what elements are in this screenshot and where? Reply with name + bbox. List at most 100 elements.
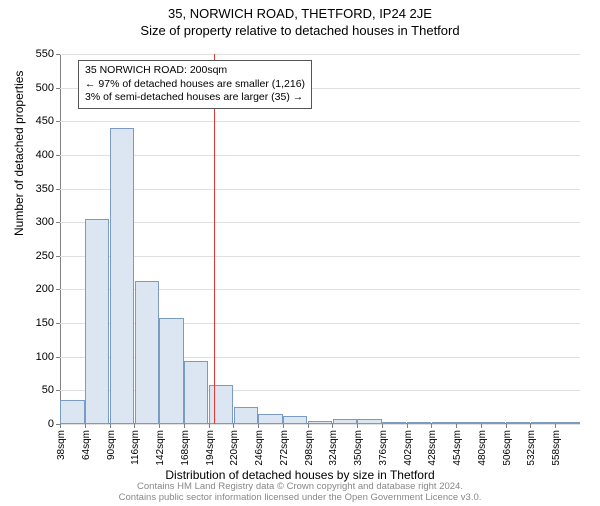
bar bbox=[85, 219, 109, 424]
xtick-label: 402sqm bbox=[403, 430, 414, 466]
xtick-label: 454sqm bbox=[452, 430, 463, 466]
bar bbox=[382, 422, 406, 424]
xtick-mark bbox=[357, 424, 358, 428]
xtick-mark bbox=[382, 424, 383, 428]
ytick-mark bbox=[56, 323, 60, 324]
ytick-mark bbox=[56, 121, 60, 122]
gridline bbox=[60, 121, 580, 122]
xtick-label: 220sqm bbox=[229, 430, 240, 466]
ytick-label: 400 bbox=[36, 149, 54, 161]
bar bbox=[432, 422, 456, 424]
ytick-label: 50 bbox=[42, 384, 54, 396]
annotation-line2: ← 97% of detached houses are smaller (1,… bbox=[85, 78, 305, 92]
xtick-mark bbox=[481, 424, 482, 428]
ytick-label: 550 bbox=[36, 48, 54, 60]
xtick-mark bbox=[283, 424, 284, 428]
xtick-mark bbox=[555, 424, 556, 428]
xtick-label: 506sqm bbox=[502, 430, 513, 466]
xtick-mark bbox=[530, 424, 531, 428]
xtick-label: 272sqm bbox=[279, 430, 290, 466]
xtick-mark bbox=[134, 424, 135, 428]
bar bbox=[110, 128, 134, 424]
bar bbox=[283, 416, 307, 424]
ytick-label: 500 bbox=[36, 82, 54, 94]
bar bbox=[531, 422, 555, 424]
ytick-mark bbox=[56, 256, 60, 257]
ytick-mark bbox=[56, 390, 60, 391]
ytick-mark bbox=[56, 222, 60, 223]
ytick-mark bbox=[56, 289, 60, 290]
xtick-label: 376sqm bbox=[378, 430, 389, 466]
bar bbox=[60, 400, 84, 424]
ytick-label: 200 bbox=[36, 283, 54, 295]
property-marker-line bbox=[214, 54, 215, 424]
y-axis-label: Number of detached properties bbox=[12, 71, 26, 236]
xtick-mark bbox=[209, 424, 210, 428]
xtick-label: 532sqm bbox=[526, 430, 537, 466]
ytick-label: 450 bbox=[36, 115, 54, 127]
ytick-mark bbox=[56, 189, 60, 190]
xtick-label: 246sqm bbox=[254, 430, 265, 466]
ytick-mark bbox=[56, 54, 60, 55]
bar bbox=[258, 414, 282, 424]
xtick-label: 194sqm bbox=[205, 430, 216, 466]
xtick-label: 168sqm bbox=[180, 430, 191, 466]
ytick-label: 0 bbox=[48, 418, 54, 430]
xtick-label: 116sqm bbox=[130, 430, 141, 465]
annotation-box: 35 NORWICH ROAD: 200sqm ← 97% of detache… bbox=[78, 60, 312, 109]
gridline bbox=[60, 222, 580, 223]
xtick-label: 64sqm bbox=[81, 430, 92, 460]
bar bbox=[333, 419, 357, 424]
xtick-label: 428sqm bbox=[427, 430, 438, 466]
bar bbox=[234, 407, 258, 424]
bar bbox=[407, 422, 431, 424]
xtick-label: 90sqm bbox=[106, 430, 117, 460]
xtick-mark bbox=[110, 424, 111, 428]
xtick-mark bbox=[60, 424, 61, 428]
bar bbox=[506, 422, 530, 424]
ytick-mark bbox=[56, 88, 60, 89]
ytick-label: 150 bbox=[36, 317, 54, 329]
ytick-label: 100 bbox=[36, 351, 54, 363]
xtick-mark bbox=[456, 424, 457, 428]
gridline bbox=[60, 189, 580, 190]
annotation-line3: 3% of semi-detached houses are larger (3… bbox=[85, 91, 305, 105]
annotation-line1: 35 NORWICH ROAD: 200sqm bbox=[85, 64, 305, 78]
xtick-mark bbox=[506, 424, 507, 428]
ytick-mark bbox=[56, 155, 60, 156]
xtick-label: 350sqm bbox=[353, 430, 364, 466]
xtick-label: 142sqm bbox=[155, 430, 166, 466]
xtick-mark bbox=[184, 424, 185, 428]
bar bbox=[481, 422, 505, 424]
bar bbox=[135, 281, 159, 424]
bar bbox=[308, 421, 332, 424]
xtick-label: 558sqm bbox=[551, 430, 562, 466]
bar bbox=[209, 385, 233, 424]
address-title: 35, NORWICH ROAD, THETFORD, IP24 2JE bbox=[0, 6, 600, 21]
gridline bbox=[60, 424, 580, 425]
bar bbox=[184, 361, 208, 424]
xtick-label: 298sqm bbox=[304, 430, 315, 466]
footer-line2: Contains public sector information licen… bbox=[0, 493, 600, 504]
xtick-mark bbox=[308, 424, 309, 428]
xtick-mark bbox=[233, 424, 234, 428]
chart-container: 35, NORWICH ROAD, THETFORD, IP24 2JE Siz… bbox=[0, 6, 600, 506]
gridline bbox=[60, 54, 580, 55]
ytick-mark bbox=[56, 357, 60, 358]
xtick-label: 480sqm bbox=[477, 430, 488, 466]
bar bbox=[159, 318, 183, 424]
gridline bbox=[60, 155, 580, 156]
ytick-label: 350 bbox=[36, 183, 54, 195]
bar bbox=[555, 422, 579, 424]
subtitle: Size of property relative to detached ho… bbox=[0, 23, 600, 38]
bar bbox=[456, 422, 480, 424]
xtick-mark bbox=[159, 424, 160, 428]
x-axis-label: Distribution of detached houses by size … bbox=[0, 468, 600, 482]
xtick-mark bbox=[332, 424, 333, 428]
ytick-label: 300 bbox=[36, 216, 54, 228]
xtick-mark bbox=[258, 424, 259, 428]
xtick-label: 38sqm bbox=[56, 430, 67, 460]
footer: Contains HM Land Registry data © Crown c… bbox=[0, 482, 600, 504]
xtick-mark bbox=[431, 424, 432, 428]
bar bbox=[357, 419, 381, 424]
